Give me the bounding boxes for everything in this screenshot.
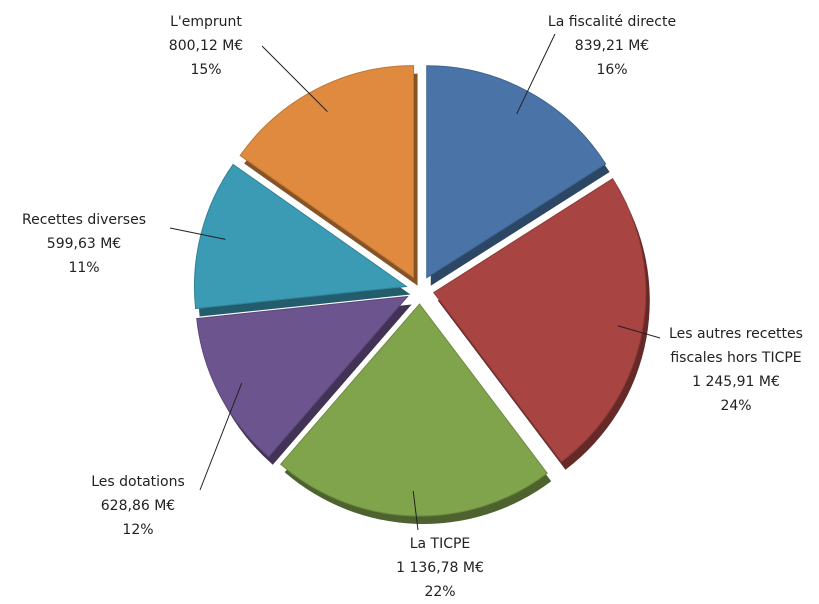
label-percent: 16% (596, 62, 628, 78)
leader-line (169, 227, 226, 240)
label-value: 839,21 M€ (574, 38, 650, 54)
label-value: 628,86 M€ (100, 498, 176, 514)
slice (433, 178, 647, 463)
label-value: 1 245,91 M€ (692, 374, 780, 390)
slice-label: La TICPE 1 136,78 M€ 22% (396, 532, 484, 604)
label-name: La TICPE (409, 536, 471, 552)
label-name: L'emprunt (170, 14, 242, 30)
slice-label: Les dotations 628,86 M€ 12% (91, 470, 185, 542)
label-percent: 24% (720, 398, 752, 414)
label-name: La fiscalité directe (547, 14, 677, 30)
label-name: Les autres recettes fiscales hors TICPE (669, 326, 803, 366)
label-name: Les dotations (91, 474, 185, 490)
leader-line (412, 490, 419, 531)
slice (239, 65, 415, 279)
slice (426, 65, 607, 279)
slice-label: L'emprunt 800,12 M€ 15% (169, 10, 243, 82)
label-percent: 15% (190, 62, 222, 78)
slice-label: Recettes diverses 599,63 M€ 11% (22, 208, 146, 280)
slice (279, 303, 548, 517)
slice-label: La fiscalité directe 839,21 M€ 16% (548, 10, 676, 82)
leader-line (199, 382, 243, 491)
label-percent: 22% (424, 584, 456, 600)
leader-line (617, 325, 661, 339)
slice (193, 163, 408, 310)
leader-line (516, 33, 556, 115)
slice (196, 295, 409, 458)
label-percent: 11% (68, 260, 100, 276)
label-name: Recettes diverses (22, 212, 146, 228)
label-value: 599,63 M€ (46, 236, 122, 252)
label-percent: 12% (122, 522, 154, 538)
label-value: 1 136,78 M€ (396, 560, 484, 576)
leader-line (261, 45, 328, 112)
slice-label: Les autres recettes fiscales hors TICPE 1… (656, 322, 816, 418)
label-value: 800,12 M€ (168, 38, 244, 54)
